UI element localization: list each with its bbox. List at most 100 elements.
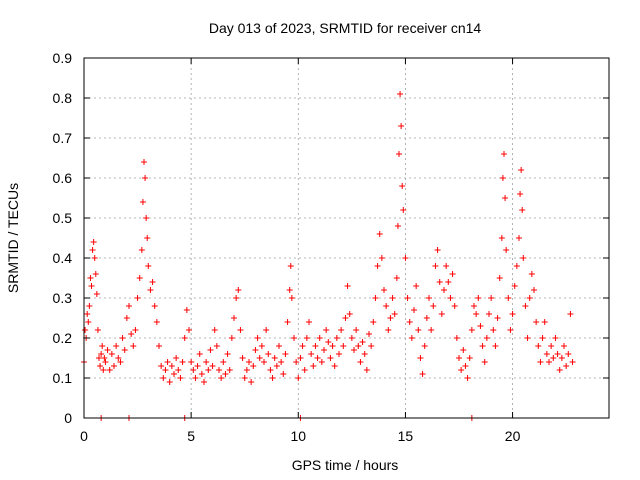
data-point <box>398 123 405 129</box>
data-point <box>366 331 372 337</box>
data-points <box>81 91 576 421</box>
data-point <box>415 327 422 333</box>
data-point <box>314 355 321 361</box>
data-point <box>436 279 443 285</box>
data-point <box>239 355 246 361</box>
data-point <box>119 335 126 341</box>
x-tick-label: 5 <box>187 428 195 444</box>
data-point <box>138 247 145 253</box>
data-point <box>438 311 445 317</box>
data-point <box>261 359 267 365</box>
data-point <box>537 359 544 365</box>
data-point <box>295 375 302 381</box>
data-point <box>511 283 518 289</box>
data-point <box>494 315 501 321</box>
y-tick-label: 0.2 <box>53 330 73 346</box>
data-point <box>231 315 237 321</box>
data-point <box>132 327 139 333</box>
data-point <box>348 335 355 341</box>
chart-title: Day 013 of 2023, SRMTID for receiver cn1… <box>209 20 482 36</box>
data-point <box>106 367 113 373</box>
data-point <box>394 223 401 229</box>
data-point <box>179 359 186 365</box>
data-point <box>203 359 210 365</box>
data-point <box>490 327 497 333</box>
data-point <box>220 359 227 365</box>
data-point <box>548 343 555 349</box>
data-point <box>342 315 349 321</box>
y-tick-label: 0.5 <box>53 210 73 226</box>
data-point <box>85 319 92 325</box>
data-point <box>102 359 109 365</box>
data-point <box>496 275 503 281</box>
data-point <box>267 367 274 373</box>
data-point <box>340 343 347 349</box>
data-point <box>147 287 154 293</box>
data-point <box>443 263 450 269</box>
data-point <box>104 347 111 353</box>
data-point <box>344 283 351 289</box>
data-point <box>84 311 91 317</box>
data-point <box>357 359 364 365</box>
x-tick-label: 10 <box>290 428 306 444</box>
data-point <box>503 247 510 253</box>
data-point <box>310 363 317 369</box>
data-point <box>517 191 524 197</box>
data-point <box>218 375 225 381</box>
data-point <box>173 355 180 361</box>
data-point <box>130 343 137 349</box>
data-point <box>385 327 392 333</box>
data-point <box>190 367 197 373</box>
data-point <box>321 347 327 353</box>
data-point <box>139 199 146 205</box>
data-point <box>258 343 265 349</box>
data-point <box>486 311 492 317</box>
data-point <box>121 347 128 353</box>
data-point <box>299 343 306 349</box>
data-point <box>186 327 192 333</box>
axis-ticks <box>83 57 609 419</box>
data-point <box>250 363 257 369</box>
data-point <box>462 363 469 369</box>
data-point <box>128 331 135 337</box>
series-SRMTID <box>81 91 576 385</box>
data-point <box>226 367 233 373</box>
data-point <box>243 367 250 373</box>
data-point <box>550 355 557 361</box>
data-point <box>402 255 409 261</box>
data-point <box>408 335 415 341</box>
data-point <box>458 367 465 373</box>
data-point <box>447 295 454 301</box>
data-point <box>565 351 572 357</box>
data-point <box>92 271 99 277</box>
data-point <box>499 175 506 181</box>
data-point <box>158 363 165 369</box>
data-point <box>288 295 295 301</box>
data-point <box>561 343 567 349</box>
data-point <box>222 371 229 377</box>
data-point <box>481 359 488 365</box>
data-point <box>370 319 377 325</box>
y-tick-label: 0.3 <box>53 290 73 306</box>
data-point <box>207 347 214 353</box>
data-point <box>552 335 559 341</box>
data-point <box>456 355 462 361</box>
data-point <box>325 339 332 345</box>
data-point <box>353 327 360 333</box>
data-point <box>134 295 141 301</box>
data-point <box>101 355 108 361</box>
data-point <box>91 255 98 261</box>
data-point <box>396 151 402 157</box>
data-point <box>372 295 379 301</box>
data-point <box>556 367 563 373</box>
data-point <box>426 295 432 301</box>
data-point <box>177 375 184 381</box>
data-point <box>419 371 426 377</box>
data-point <box>192 375 199 381</box>
data-point <box>82 327 89 333</box>
data-point <box>271 355 278 361</box>
data-point <box>387 315 394 321</box>
data-point <box>303 335 310 341</box>
data-point <box>397 91 404 97</box>
data-point <box>535 343 542 349</box>
